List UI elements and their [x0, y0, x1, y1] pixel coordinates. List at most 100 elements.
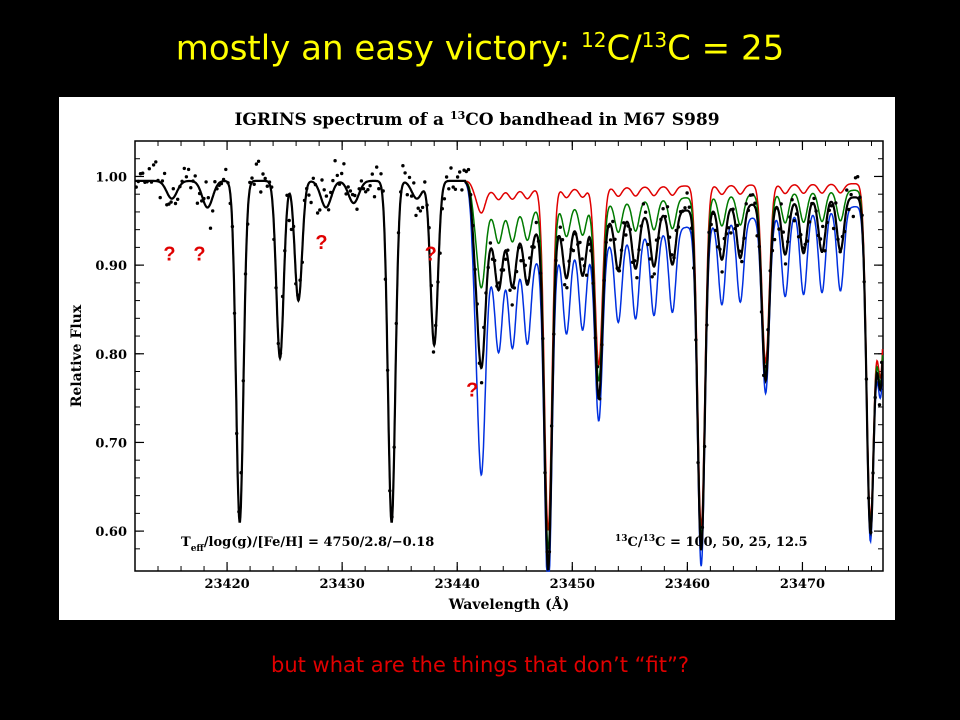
observed-point	[320, 178, 324, 182]
observed-point	[488, 241, 493, 245]
observed-point	[834, 201, 838, 205]
observed-point	[845, 188, 849, 192]
observed-point	[344, 192, 348, 196]
observed-point	[818, 237, 823, 241]
observed-point	[195, 201, 200, 205]
observed-point	[160, 179, 165, 183]
observed-point	[602, 278, 606, 283]
observed-point	[552, 332, 556, 336]
observed-point	[346, 185, 350, 189]
observed-point	[700, 525, 705, 530]
observed-point	[237, 510, 241, 514]
observed-point	[504, 257, 508, 261]
observed-point	[759, 310, 764, 314]
observed-point	[598, 397, 602, 401]
observed-point	[436, 280, 440, 284]
x-tick-label: 23440	[435, 577, 480, 592]
observed-point	[449, 166, 453, 170]
observed-point	[276, 341, 280, 346]
observed-point	[595, 365, 600, 369]
slide-title: mostly an easy victory: 12C/13C = 25	[175, 28, 785, 69]
observed-point	[224, 167, 228, 172]
chart-title: IGRINS spectrum of a 13CO bandhead in M6…	[234, 109, 719, 131]
observed-point	[267, 180, 272, 184]
observed-point	[779, 202, 783, 206]
observed-point	[204, 180, 208, 184]
observed-point	[764, 364, 768, 369]
observed-point	[792, 219, 796, 223]
observed-point	[455, 175, 460, 179]
observed-point	[707, 230, 711, 235]
observed-point	[375, 165, 379, 169]
y-tick-label: 0.80	[95, 348, 127, 363]
observed-point	[810, 201, 814, 206]
observed-point	[357, 187, 361, 191]
observed-point	[591, 281, 595, 285]
observed-point	[812, 196, 816, 201]
observed-point	[672, 256, 676, 260]
observed-point	[729, 231, 733, 235]
observed-point	[206, 196, 210, 200]
observed-point	[823, 249, 827, 253]
observed-point	[412, 181, 416, 185]
observed-point	[368, 184, 372, 188]
observed-point	[687, 205, 691, 209]
observed-point	[162, 171, 167, 176]
observed-point	[451, 185, 455, 189]
observed-point	[469, 193, 473, 197]
observed-point	[814, 209, 818, 213]
observed-point	[348, 189, 353, 193]
observed-point	[305, 186, 309, 191]
observed-point	[353, 193, 357, 198]
observed-point	[528, 256, 532, 260]
observed-point	[418, 209, 423, 213]
y-tick-label: 0.60	[95, 525, 127, 540]
observed-point	[674, 228, 678, 233]
observed-point	[547, 550, 552, 554]
annotation-isotope-ratios: 13C/13C = 100, 50, 25, 12.5	[615, 534, 808, 550]
observed-point	[536, 239, 541, 243]
observed-point	[473, 267, 477, 272]
observed-point	[757, 244, 761, 249]
observed-point	[226, 181, 230, 185]
y-tick-labels: 0.60 0.70 0.80 0.90 1.00	[95, 170, 127, 540]
observed-point	[635, 276, 639, 280]
observed-point	[239, 471, 243, 475]
observed-point	[849, 192, 853, 197]
observed-point	[283, 249, 287, 253]
observed-point	[777, 227, 781, 231]
observed-point	[431, 350, 436, 354]
observed-point	[479, 381, 484, 385]
observed-point	[654, 238, 659, 242]
observed-point	[235, 431, 239, 436]
observed-point	[722, 236, 726, 241]
observed-point	[816, 233, 820, 238]
observed-point	[444, 175, 449, 179]
observed-point	[805, 239, 810, 243]
model-series	[135, 179, 884, 572]
observed-point	[221, 177, 226, 182]
observed-point	[136, 179, 140, 184]
observed-point	[851, 214, 855, 219]
observed-point	[401, 164, 405, 168]
observed-point	[274, 286, 278, 290]
observed-point	[856, 175, 860, 179]
question-mark: ?	[466, 379, 478, 401]
observed-point	[713, 228, 718, 233]
observed-point	[740, 259, 744, 264]
observed-point	[497, 281, 501, 285]
observed-point	[615, 266, 619, 270]
observed-point	[593, 336, 597, 340]
observed-point	[394, 321, 398, 326]
observed-point	[372, 195, 377, 199]
observed-point	[554, 258, 558, 263]
observed-point	[657, 236, 661, 240]
observed-point	[280, 294, 285, 299]
observed-point	[340, 171, 344, 176]
observed-point	[670, 253, 674, 257]
observed-point	[685, 191, 689, 195]
observed-point	[193, 174, 197, 178]
observed-point	[565, 286, 569, 290]
observed-point	[383, 277, 388, 281]
observed-point	[390, 515, 394, 519]
